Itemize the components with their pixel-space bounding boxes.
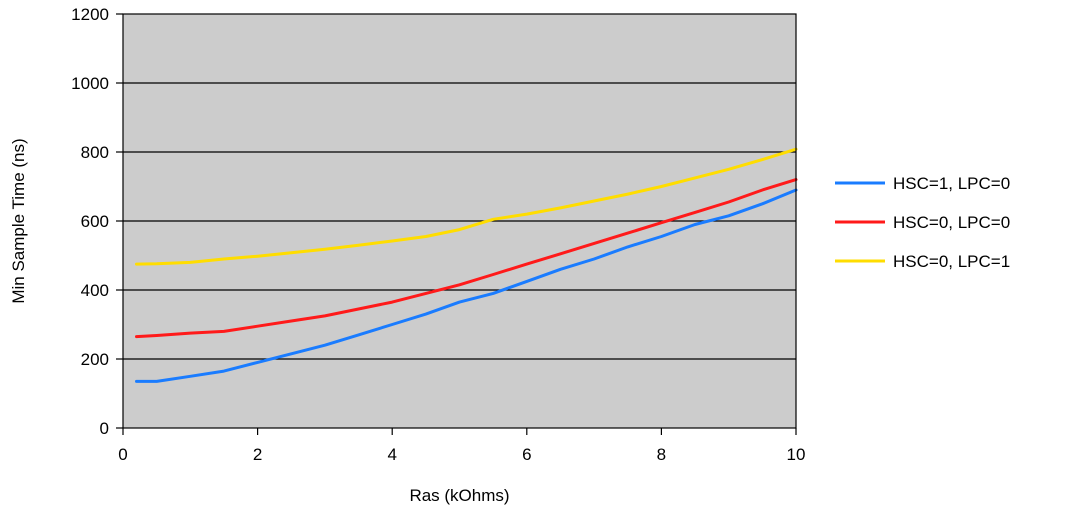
x-tick-label: 4 [387, 445, 396, 464]
y-tick-label: 600 [81, 212, 109, 231]
legend-label-3: HSC=0, LPC=1 [893, 252, 1010, 271]
series-line-2 [135, 178, 798, 339]
series-line-1 [135, 188, 798, 383]
legend: HSC=1, LPC=0 HSC=0, LPC=0 HSC=0, LPC=1 [835, 174, 1010, 271]
y-tick-label: 800 [81, 143, 109, 162]
y-tick-label: 1200 [71, 5, 109, 24]
x-tick-label: 2 [253, 445, 262, 464]
series-line-3 [135, 147, 798, 266]
x-tick-label: 6 [522, 445, 531, 464]
y-tick-label: 400 [81, 281, 109, 300]
y-tick-label: 1000 [71, 74, 109, 93]
x-tick-label: 10 [787, 445, 806, 464]
gridlines [123, 82, 796, 360]
x-axis-title: Ras (kOhms) [409, 486, 509, 505]
x-tick-label: 8 [657, 445, 666, 464]
y-tick-label: 200 [81, 350, 109, 369]
x-tick-label: 0 [118, 445, 127, 464]
y-tick-label: 0 [100, 419, 109, 438]
axes: 0 200 400 600 800 1000 1200 0 2 4 6 8 10 [71, 5, 805, 464]
series-lines [135, 147, 798, 383]
legend-label-2: HSC=0, LPC=0 [893, 213, 1010, 232]
legend-label-1: HSC=1, LPC=0 [893, 174, 1010, 193]
y-axis-title: Min Sample Time (ns) [9, 138, 28, 303]
